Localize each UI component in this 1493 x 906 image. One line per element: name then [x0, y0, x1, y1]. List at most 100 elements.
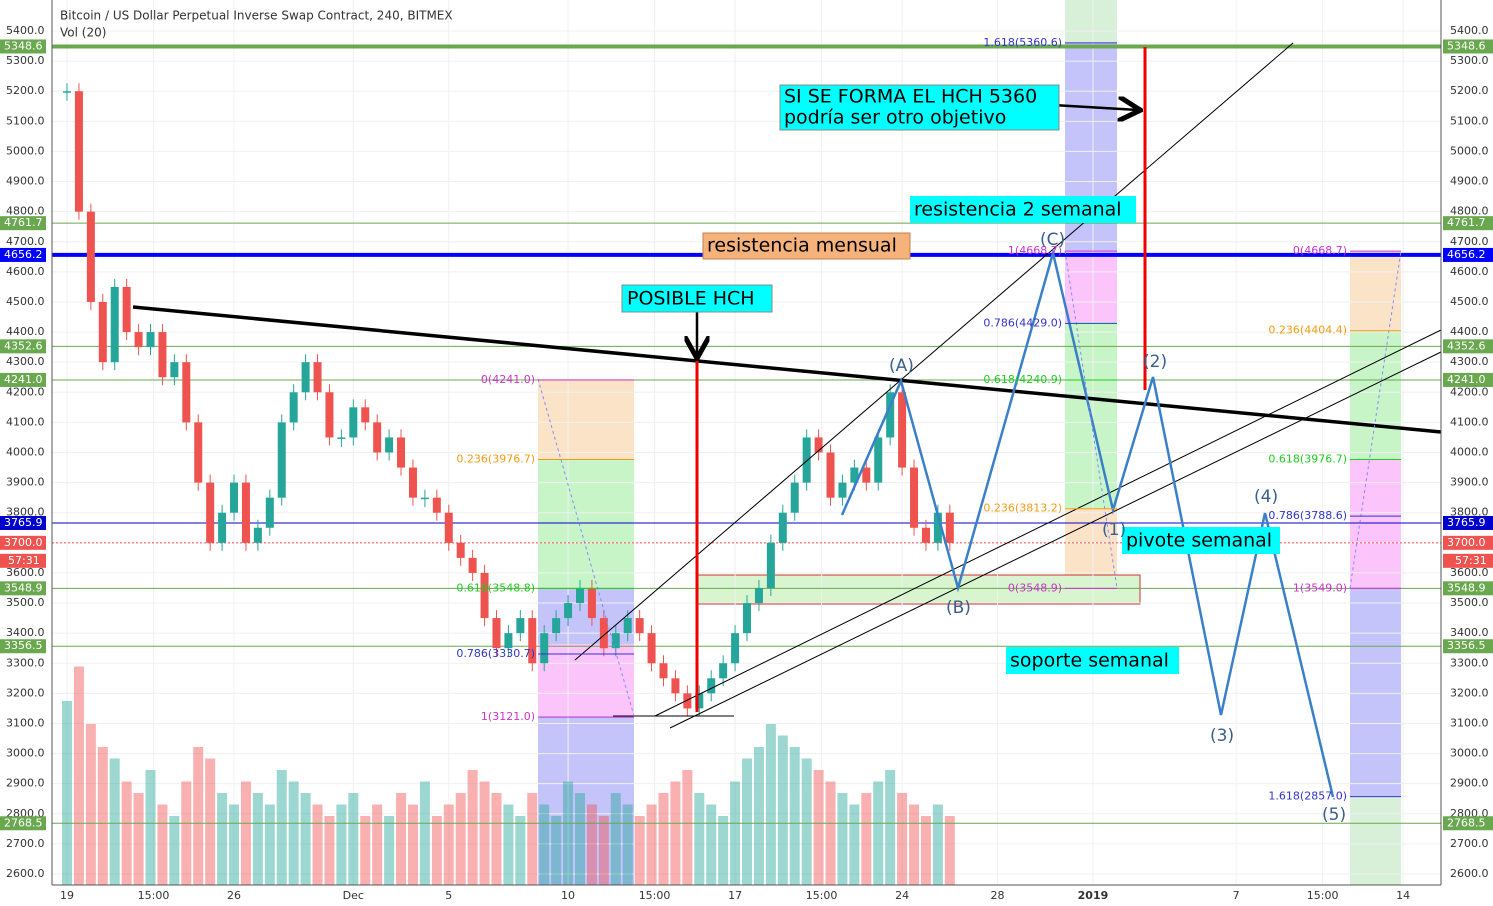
volume-bar	[574, 793, 585, 885]
volume-bar	[491, 793, 502, 885]
candle	[289, 392, 298, 423]
y-tick-label: 5200.0	[1450, 84, 1489, 97]
candle	[122, 286, 131, 333]
fib-label: 1.618(5360.6)	[983, 36, 1062, 49]
candle	[313, 362, 322, 393]
y-tick-label: 4300.0	[1450, 355, 1489, 368]
annotation: podría ser otro objetivo	[784, 107, 1006, 129]
volume-bar	[407, 804, 418, 885]
price-marker-label: 3700.0	[1447, 536, 1486, 549]
candle	[731, 633, 740, 664]
candle	[241, 482, 250, 543]
y-tick-label: 4800.0	[6, 205, 45, 218]
volume-bar	[312, 804, 323, 885]
candle	[587, 587, 596, 619]
volume-bar	[145, 770, 156, 885]
volume-bar	[288, 781, 299, 885]
y-tick-label: 3800.0	[1450, 506, 1489, 519]
price-marker-label: 3548.9	[4, 581, 43, 594]
x-tick-label: 15:00	[138, 889, 170, 902]
candle	[838, 482, 847, 498]
candle	[444, 512, 453, 543]
annotation: resistencia mensual	[707, 235, 897, 257]
volume-bar	[551, 816, 562, 885]
wave-label: (A)	[889, 356, 914, 376]
candle	[528, 618, 537, 664]
x-tick-label: 28	[991, 889, 1005, 902]
candle	[361, 407, 370, 423]
volume-bar	[372, 804, 383, 885]
volume-bar	[181, 781, 192, 885]
volume-bar	[670, 781, 681, 885]
candle	[480, 572, 489, 619]
volume-bar	[527, 793, 538, 885]
x-tick-label: 17	[728, 889, 742, 902]
fib-label: 0.618(3548.8)	[456, 581, 535, 594]
candle	[86, 211, 95, 302]
x-tick-label: 15:00	[639, 889, 671, 902]
volume-bar	[348, 793, 359, 885]
y-tick-label: 3000.0	[1450, 747, 1489, 760]
candles	[63, 83, 954, 717]
y-tick-label: 4400.0	[6, 325, 45, 338]
fib-label: 0.236(3976.7)	[456, 453, 535, 466]
fib-label: 1(3121.0)	[481, 710, 535, 723]
candle	[397, 437, 406, 468]
volume	[62, 666, 955, 885]
grid	[52, 0, 1441, 885]
y-tick-label: 3100.0	[6, 716, 45, 729]
candle	[933, 512, 942, 543]
volume-bar	[276, 770, 287, 885]
candle	[743, 603, 752, 634]
y-tick-label: 4700.0	[6, 235, 45, 248]
volume-bar	[157, 804, 168, 885]
candle	[778, 512, 787, 543]
y-tick-label: 4500.0	[1450, 295, 1489, 308]
candle	[170, 362, 179, 378]
volume-bar	[837, 793, 848, 885]
fib-zones	[538, 0, 1401, 885]
volume-bar	[730, 781, 741, 885]
volume-bar	[658, 793, 669, 885]
y-tick-label: 4500.0	[6, 295, 45, 308]
candle	[74, 91, 83, 212]
candle	[647, 633, 656, 664]
price-marker	[1443, 247, 1493, 262]
candle	[230, 482, 239, 513]
y-tick-label: 5100.0	[6, 114, 45, 127]
volume-bar	[479, 781, 490, 885]
candle	[194, 422, 203, 483]
volume-bar	[682, 770, 693, 885]
price-marker-label: 4241.0	[4, 373, 43, 386]
x-tick-label: 24	[895, 889, 909, 902]
volume-bar	[885, 770, 896, 885]
candle	[325, 392, 334, 438]
volume-bar	[873, 781, 884, 885]
y-tick-label: 4600.0	[1450, 265, 1489, 278]
fib-label: 0(3548.9)	[1008, 581, 1062, 594]
volume-bar	[801, 758, 812, 885]
y-tick-label: 4100.0	[6, 415, 45, 428]
volume-bar	[109, 758, 120, 885]
wave-label: (5)	[1322, 805, 1346, 825]
volume-bar	[360, 816, 371, 885]
candle	[385, 437, 394, 453]
countdown: 57:31	[1455, 554, 1487, 567]
price-marker-label: 4656.2	[1447, 248, 1486, 261]
annotations: SI SE FORMA EL HCH 5360 podría ser otro …	[621, 84, 1346, 825]
y-tick-label: 3100.0	[1450, 716, 1489, 729]
candle	[754, 587, 763, 604]
y-tick-label: 5000.0	[6, 144, 45, 157]
volume-bar	[897, 793, 908, 885]
candle	[516, 618, 525, 634]
chart-title: Bitcoin / US Dollar Perpetual Inverse Sw…	[60, 9, 453, 23]
countdown-box	[0, 553, 46, 568]
fib-label: 0.618(4240.9)	[983, 373, 1062, 386]
volume-bar	[455, 793, 466, 885]
y-tick-label: 3600.0	[1450, 566, 1489, 579]
candle	[110, 286, 119, 363]
volume-bar	[920, 816, 931, 885]
